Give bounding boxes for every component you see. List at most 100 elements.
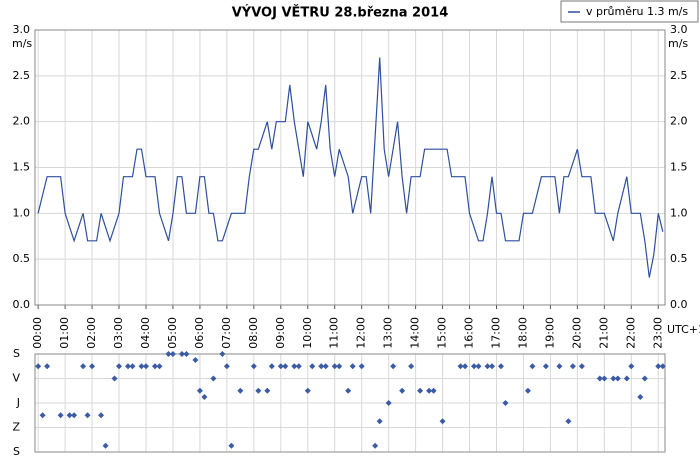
x-tick-label: 20:00 [570, 317, 583, 349]
direction-point [578, 363, 585, 370]
x-tick-label: 05:00 [166, 317, 179, 349]
direction-point [417, 387, 424, 394]
direction-point [84, 412, 91, 419]
direction-point [399, 387, 406, 394]
y-tick-label: S [13, 445, 20, 458]
y-tick-label: 0.5 [13, 252, 31, 265]
direction-point [372, 442, 379, 449]
x-tick-label: 13:00 [382, 317, 395, 349]
x-tick-label: 12:00 [355, 317, 368, 349]
direction-point [318, 363, 325, 370]
direction-point [57, 412, 64, 419]
direction-point [165, 351, 172, 357]
direction-point [250, 363, 257, 370]
direction-point [426, 387, 433, 394]
direction-point [565, 418, 572, 425]
direction-point [237, 387, 244, 394]
x-tick-label: 11:00 [328, 317, 341, 349]
x-tick-label: 15:00 [436, 317, 449, 349]
direction-point [385, 400, 392, 406]
direction-point [556, 363, 563, 370]
plot-frame [34, 353, 666, 453]
direction-point [358, 363, 365, 370]
direction-point [71, 412, 78, 419]
direction-point [264, 387, 271, 394]
y-tick-label: V [12, 372, 20, 385]
direction-point [637, 394, 644, 401]
direction-point [156, 363, 163, 370]
y-tick-label: 1.5 [13, 161, 31, 174]
direction-point [349, 363, 356, 370]
direction-point [98, 412, 105, 419]
direction-point [223, 363, 230, 370]
x-tick-label: 17:00 [489, 317, 502, 349]
legend-box [560, 0, 699, 23]
direction-point [291, 363, 298, 370]
y-tick-label-right: 0.0 [670, 298, 688, 311]
direction-point [614, 375, 621, 382]
x-tick-label: 18:00 [516, 317, 529, 349]
direction-point [183, 351, 190, 357]
direction-point [309, 363, 316, 370]
direction-point [102, 442, 109, 449]
chart-title: VÝVOJ VĚTRU 28.března 2014 [232, 5, 449, 21]
x-tick-label: 07:00 [220, 317, 233, 349]
x-tick-label: 19:00 [543, 317, 556, 349]
speed-line [37, 57, 664, 278]
direction-point [89, 363, 96, 370]
direction-point [277, 363, 284, 370]
direction-point [484, 363, 491, 370]
direction-point [255, 387, 262, 394]
x-tick-label: 02:00 [85, 317, 98, 349]
direction-point [196, 387, 203, 394]
y-tick-label-right: 1.0 [670, 206, 688, 219]
y-tick-label: 2.0 [13, 115, 31, 128]
direction-point [192, 356, 199, 363]
x-tick-label: 16:00 [463, 317, 476, 349]
y-tick-label-right: 2.0 [670, 115, 688, 128]
direction-point [488, 363, 495, 370]
direction-point [471, 363, 478, 370]
direction-point [596, 375, 603, 382]
direction-point [295, 363, 302, 370]
x-tick-label: 06:00 [193, 317, 206, 349]
timezone-note: UTC+1 [667, 323, 700, 336]
direction-point [659, 363, 666, 370]
direction-point [390, 363, 397, 370]
direction-point [35, 363, 42, 370]
direction-point [129, 363, 136, 370]
direction-point [542, 363, 549, 370]
direction-point [142, 363, 149, 370]
direction-point [345, 387, 352, 394]
direction-point [336, 363, 343, 370]
direction-point [628, 363, 635, 370]
direction-point [210, 375, 217, 382]
direction-point [601, 375, 608, 382]
direction-point [462, 363, 469, 370]
y-tick-label: 1.0 [13, 206, 31, 219]
direction-point [304, 387, 311, 394]
x-tick-label: 00:00 [31, 317, 44, 349]
x-tick-label: 22:00 [624, 317, 637, 349]
x-tick-label: 08:00 [247, 317, 260, 349]
direction-point [569, 363, 576, 370]
direction-point [138, 363, 145, 370]
direction-point [268, 363, 275, 370]
x-tick-label: 14:00 [409, 317, 422, 349]
y-tick-label: S [13, 347, 20, 360]
x-tick-label: 10:00 [301, 317, 314, 349]
x-tick-label: 01:00 [58, 317, 71, 349]
direction-point [497, 363, 504, 370]
y-axis-label: m/s [12, 37, 32, 50]
direction-point [39, 412, 46, 419]
direction-point [439, 418, 446, 425]
direction-point [282, 363, 289, 370]
direction-point [80, 363, 87, 370]
direction-point [502, 400, 509, 406]
direction-point [331, 363, 338, 370]
direction-point [116, 363, 123, 370]
y-tick-label: 3.0 [13, 23, 31, 36]
direction-point [430, 387, 437, 394]
direction-point [457, 363, 464, 370]
